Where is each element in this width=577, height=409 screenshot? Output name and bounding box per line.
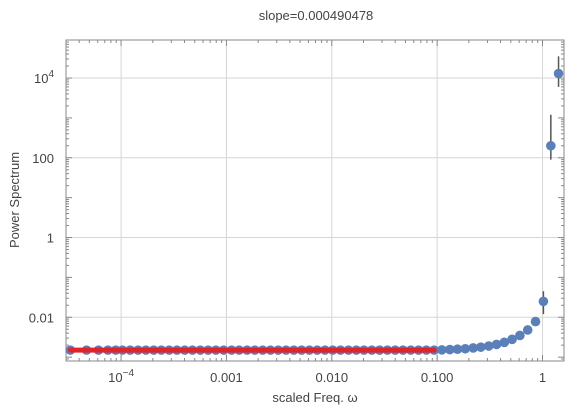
plot-frame (65, 39, 565, 362)
data-point (452, 344, 463, 355)
error-bars (542, 56, 560, 315)
data-point (499, 337, 510, 348)
data-point (538, 296, 549, 307)
x-tick-labels: 10−4 0.001 0.010 0.100 1 (108, 368, 546, 385)
data-point (515, 330, 525, 341)
y-axis-label: Power Spectrum (7, 152, 22, 248)
data-point (445, 344, 455, 355)
data-point (507, 334, 517, 345)
axis-ticks (65, 39, 564, 362)
data-point (553, 68, 564, 79)
y-tick-label: 1 (47, 231, 54, 246)
data-point (483, 341, 494, 351)
data-point (460, 343, 471, 354)
grid-lines (66, 40, 564, 361)
x-tick-label: 0.100 (421, 370, 454, 385)
data-point (530, 316, 541, 327)
x-tick-label: 0.010 (316, 370, 349, 385)
data-point (437, 345, 447, 355)
y-tick-labels: 0.01 1 100 104 (29, 69, 55, 325)
data-point (522, 325, 533, 335)
data-point (491, 339, 502, 350)
x-tick-label: 10−4 (108, 368, 134, 385)
y-tick-label: 104 (34, 69, 54, 86)
data-point (546, 140, 556, 151)
data-point (476, 342, 486, 352)
data-points (65, 68, 564, 355)
y-tick-label: 0.01 (29, 310, 54, 325)
x-tick-label: 0.001 (210, 370, 243, 385)
x-tick-label: 1 (539, 370, 546, 385)
x-axis-label: scaled Freq. ω (272, 390, 357, 405)
y-tick-label: 100 (32, 151, 54, 166)
data-point (468, 343, 479, 353)
chart-title: slope=0.000490478 (259, 8, 374, 23)
